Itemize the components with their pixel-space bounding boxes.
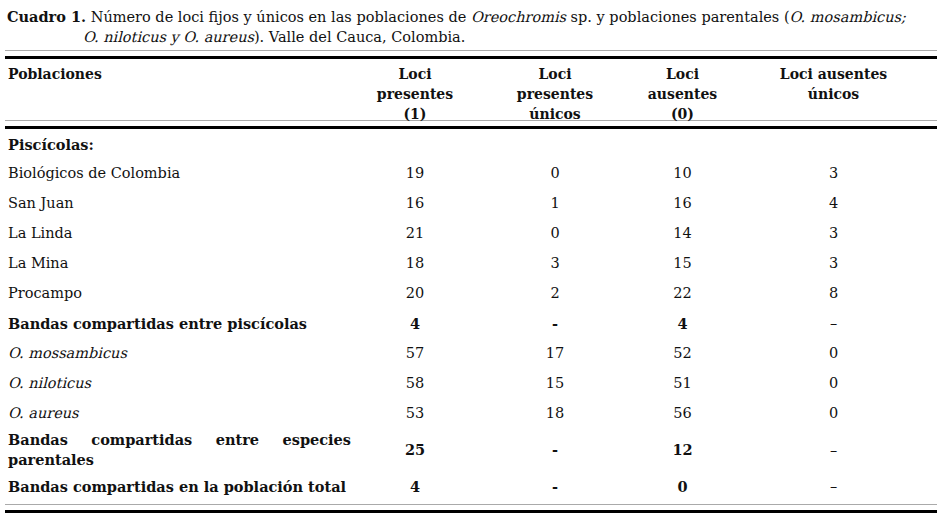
cell-loci-ausentes: 0 [635,478,730,495]
table-row-bandas-especies-parentales: Bandas compartidas entre especies parent… [5,428,937,471]
table-row-biologicos: Biológicos de Colombia 19 0 10 3 [5,158,937,188]
cell-loci-ausentes: 4 [635,315,730,332]
table-row-bandas-piscicolas: Bandas compartidas entre piscícolas 4 - … [5,308,937,338]
cell-loci-ausentes: 52 [635,345,730,361]
header-loci-ausentes-unicos: Loci ausentes únicos [730,64,937,104]
cell-loci-presentes: 4 [355,478,475,495]
cell-loci-presentes: 53 [355,405,475,421]
cell-loci-presentes-unicos: 18 [475,405,635,421]
cell-loci-presentes-unicos: 1 [475,195,635,211]
cell-loci-ausentes: 15 [635,255,730,271]
cell-loci-presentes: 19 [355,165,475,181]
caption-species-genus: Oreochromis [471,9,566,25]
table-row-bandas-poblacion-total: Bandas compartidas en la población total… [5,471,937,501]
cell-loci-ausentes-unicos: – [730,478,937,494]
caption-species-niloticus-aureus: O. niloticus y O. aureus [83,29,254,45]
cell-loci-presentes: 20 [355,285,475,301]
cell-loci-presentes-unicos: 0 [475,165,635,181]
row-label: La Mina [5,254,355,273]
cell-loci-ausentes: 22 [635,285,730,301]
row-label: Procampo [5,284,355,303]
cell-loci-ausentes: 51 [635,375,730,391]
table-row-la-linda: La Linda 21 0 14 3 [5,218,937,248]
cell-loci-presentes: 18 [355,255,475,271]
cell-loci-presentes-unicos: 15 [475,375,635,391]
cell-loci-ausentes-unicos: – [730,442,937,458]
caption-text-3: ). Valle del Cauca, Colombia. [254,29,465,45]
cell-loci-presentes-unicos: - [475,441,635,458]
row-label: Bandas compartidas entre piscícolas [5,314,355,333]
header-loci-ausentes: Loci ausentes (0) [635,64,730,124]
cell-loci-ausentes-unicos: 3 [730,225,937,241]
header-loci-presentes: Loci presentes (1) [355,64,475,124]
cell-loci-ausentes-unicos: 0 [730,405,937,421]
cell-loci-ausentes-unicos: – [730,315,937,331]
table-row-niloticus: O. niloticus 58 15 51 0 [5,368,937,398]
cell-loci-ausentes: 12 [635,441,730,458]
row-label: O. mossambicus [5,344,355,363]
cell-loci-presentes-unicos: - [475,315,635,332]
row-label: O. aureus [5,404,355,423]
cell-loci-ausentes-unicos: 4 [730,195,937,211]
caption-text-2: sp. y poblaciones parentales ( [566,9,790,25]
table-row-piscicolas-section: Piscícolas: [5,131,937,158]
row-label: O. niloticus [5,374,355,393]
paper-table-page: Cuadro 1. Número de loci fijos y únicos … [0,0,950,519]
header-poblaciones: Poblaciones [5,64,355,84]
row-label: La Linda [5,224,355,243]
row-label: Bandas compartidas entre especies parent… [5,430,351,470]
cell-loci-ausentes: 56 [635,405,730,421]
caption-species-mosambicus: O. mosambicus; [790,9,906,25]
cell-loci-presentes: 57 [355,345,475,361]
cell-loci-ausentes: 16 [635,195,730,211]
header-loci-presentes-unicos: Loci presentes únicos [475,64,635,124]
cell-loci-presentes: 21 [355,225,475,241]
cell-loci-presentes: 58 [355,375,475,391]
table-row-mossambicus: O. mossambicus 57 17 52 0 [5,338,937,368]
cell-loci-ausentes-unicos: 0 [730,375,937,391]
cell-loci-presentes-unicos: 3 [475,255,635,271]
bottom-rule-thick [5,510,937,513]
table-row-aureus: O. aureus 53 18 56 0 [5,398,937,428]
cell-loci-ausentes: 10 [635,165,730,181]
cell-loci-ausentes-unicos: 0 [730,345,937,361]
cell-loci-presentes: 25 [355,441,475,458]
cell-loci-presentes-unicos: 2 [475,285,635,301]
row-label: Piscícolas: [5,135,355,154]
caption-text-1: Número de loci fijos y únicos en las pob… [86,9,471,25]
cell-loci-ausentes-unicos: 3 [730,165,937,181]
cell-loci-ausentes-unicos: 3 [730,255,937,271]
cell-loci-presentes-unicos: 17 [475,345,635,361]
cell-loci-ausentes-unicos: 8 [730,285,937,301]
row-label: San Juan [5,194,355,213]
cell-loci-presentes: 4 [355,315,475,332]
table-header-row: Poblaciones Loci presentes (1) Loci pres… [5,59,937,120]
table-row-san-juan: San Juan 16 1 16 4 [5,188,937,218]
row-label: Bandas compartidas en la población total [5,477,355,496]
cell-loci-ausentes: 14 [635,225,730,241]
table-row-la-mina: La Mina 18 3 15 3 [5,248,937,278]
table-caption: Cuadro 1. Número de loci fijos y únicos … [7,7,938,47]
cell-loci-presentes-unicos: - [475,478,635,495]
table-row-procampo: Procampo 20 2 22 8 [5,278,937,308]
cell-loci-presentes: 16 [355,195,475,211]
row-label: Biológicos de Colombia [5,164,355,183]
caption-label: Cuadro 1. [7,8,86,25]
cell-loci-presentes-unicos: 0 [475,225,635,241]
